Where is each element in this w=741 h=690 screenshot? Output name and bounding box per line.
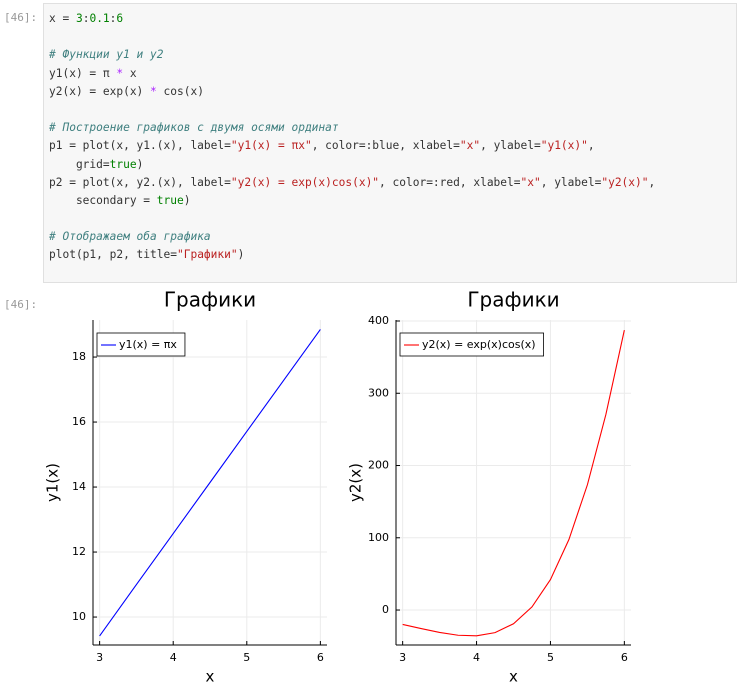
code-token: ) <box>136 157 144 171</box>
legend-box <box>399 332 544 357</box>
legend-box <box>96 332 186 357</box>
code-token: , <box>648 175 656 189</box>
code-token: cos(x) <box>156 84 204 98</box>
code-token: x <box>123 66 137 80</box>
code-token: ) <box>183 193 191 207</box>
x-tick-label: 5 <box>547 651 554 664</box>
code-token: "y1(x) = πx" <box>230 139 312 153</box>
code-cell[interactable]: x = 3:0.1:6 # Функции y1 и y2 y1(x) = π * … <box>43 3 737 283</box>
code-token: grid= <box>49 157 110 171</box>
code-line: p2 = plot(x, y2.(x), label="y2(x) = exp(… <box>49 174 731 192</box>
code-token: 0.1 <box>89 12 110 25</box>
code-token: y1(x) = π <box>49 66 117 80</box>
y-tick-label: 100 <box>368 531 389 544</box>
code-token: plot(p1, p2, title= <box>49 248 177 262</box>
code-token: "x" <box>520 175 541 189</box>
code-token: "y2(x)" <box>601 175 649 189</box>
data-line <box>402 329 625 637</box>
code-line: y2(x) = exp(x) * cos(x) <box>49 83 731 101</box>
chart-title: Графики <box>164 288 256 312</box>
code-token: p1 = plot(x, y1.(x), label= <box>49 139 231 153</box>
legend: y2(x) = exp(x)cos(x) <box>399 332 544 357</box>
code-token: ) <box>237 248 245 262</box>
code-token: # Построение графиков с двумя осями орди… <box>49 121 339 135</box>
code-line: p1 = plot(x, y1.(x), label="y1(x) = πx",… <box>49 137 731 155</box>
code-token: # Отображаем оба графика <box>49 230 211 244</box>
code-token: , <box>587 139 595 153</box>
y-tick-label: 14 <box>72 480 86 493</box>
y-tick-label: 12 <box>72 545 86 558</box>
x-tick-label: 3 <box>399 651 406 664</box>
code-line: secondary = true) <box>49 192 731 210</box>
code-token: * <box>116 66 124 80</box>
code-line: # Построение графиков с двумя осями орди… <box>49 119 731 137</box>
data-line <box>99 329 321 637</box>
x-tick-label: 5 <box>243 651 250 664</box>
code-token: "y2(x) = exp(x)cos(x)" <box>230 175 380 189</box>
x-tick-label: 6 <box>317 651 324 664</box>
y-tick-label: 300 <box>368 386 389 399</box>
chart-title: Графики <box>467 288 559 312</box>
code-token: "Графики" <box>176 248 238 262</box>
x-tick-label: 6 <box>621 651 628 664</box>
x-tick-label: 4 <box>473 651 480 664</box>
code-token: x = <box>49 12 76 25</box>
code-token: "y1(x)" <box>540 139 588 153</box>
x-axis-label: x <box>509 668 518 686</box>
y-axis-label: y1(x) <box>44 463 62 502</box>
code-token: * <box>150 84 157 98</box>
x-axis-label: x <box>206 668 215 686</box>
y-tick-label: 0 <box>382 603 389 616</box>
code-token: 3 <box>75 12 83 25</box>
code-token: 6 <box>116 12 124 25</box>
x-tick-label: 4 <box>170 651 177 664</box>
output-prompt: [46]: <box>4 298 38 311</box>
code-token: , color=:red, xlabel= <box>379 175 521 189</box>
code-line: # Функции y1 и y2 <box>49 46 731 64</box>
code-token: p2 = plot(x, y2.(x), label= <box>49 175 231 189</box>
code-token: true <box>156 193 184 207</box>
x-tick-label: 3 <box>96 651 103 664</box>
code-token: , ylabel= <box>480 139 541 153</box>
code-token: , color=:blue, xlabel= <box>311 139 460 153</box>
input-prompt: [46]: <box>4 11 38 24</box>
y-tick-label: 10 <box>72 610 86 623</box>
legend-label: y1(x) = πx <box>119 338 177 351</box>
y-tick-label: 18 <box>72 350 86 363</box>
code-line: x = 3:0.1:6 <box>49 10 731 28</box>
y-tick-label: 16 <box>72 415 86 428</box>
code-token: , ylabel= <box>540 175 602 189</box>
legend-label: y2(x) = exp(x)cos(x) <box>422 338 536 351</box>
code-token: y2(x) = exp(x) <box>49 84 151 98</box>
code-line: y1(x) = π * x <box>49 65 731 83</box>
code-token: secondary = <box>49 193 157 207</box>
code-token: "x" <box>459 139 481 153</box>
code-line: # Отображаем оба графика <box>49 228 731 246</box>
y-axis-label: y2(x) <box>347 463 365 502</box>
code-token: # Функции y1 и y2 <box>49 48 164 62</box>
code-line: grid=true) <box>49 156 731 174</box>
code-token: : <box>82 12 90 25</box>
y-tick-label: 200 <box>368 459 389 472</box>
legend: y1(x) = πx <box>96 332 186 357</box>
code-token: : <box>109 12 117 25</box>
code-token: true <box>109 157 137 171</box>
code-line: plot(p1, p2, title="Графики") <box>49 246 731 264</box>
y-tick-label: 400 <box>368 314 389 327</box>
